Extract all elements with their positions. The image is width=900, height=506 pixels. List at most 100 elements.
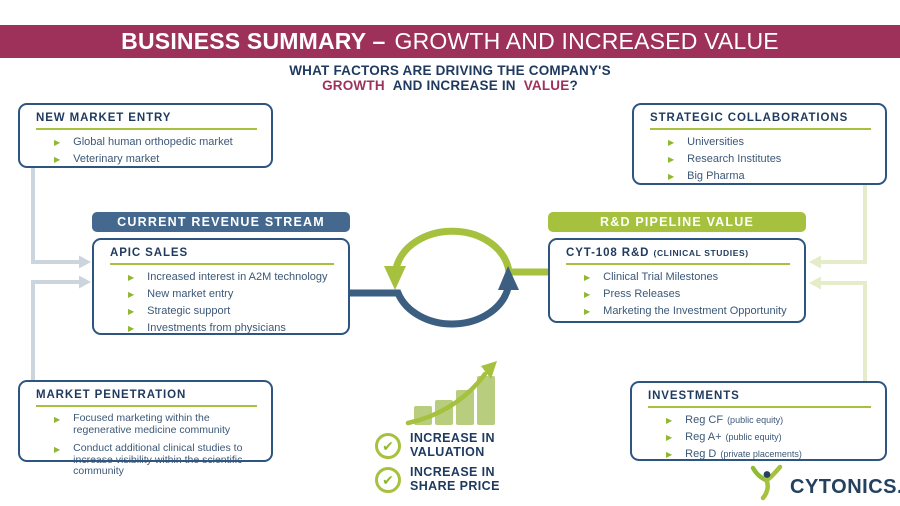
list-item-text: Clinical Trial Milestones <box>603 271 719 283</box>
list-item-text: Investments from physicians <box>147 322 286 334</box>
outcome-text: INCREASE IN SHARE PRICE <box>410 465 500 493</box>
list-item: ▶ Focused marketing within the regenerati… <box>36 412 257 436</box>
list-item: ▶ Strategic support <box>110 305 334 318</box>
list-item-text: Reg CF (public equity) <box>685 414 783 427</box>
banner-title-bold: BUSINESS SUMMARY – <box>121 28 386 54</box>
card-title: MARKET PENETRATION <box>36 389 187 401</box>
bullet-arrow-icon: ▶ <box>584 307 591 316</box>
bullet-list: ▶ Universities ▶ Research Institutes ▶ Big … <box>650 136 871 183</box>
list-item-text: Universities <box>687 136 745 148</box>
bullet-arrow-icon: ▶ <box>128 307 135 316</box>
outcome-line2: VALUATION <box>410 444 485 459</box>
card-strategic-collaborations: STRATEGIC COLLABORATIONS ▶ Universities ▶… <box>632 103 887 185</box>
arrowhead-icon <box>809 276 821 290</box>
investment-name: Reg CF <box>685 414 724 426</box>
divider <box>648 406 871 408</box>
bullet-list: ▶ Reg CF (public equity) ▶ Reg A+ (public eq… <box>648 414 871 461</box>
investment-name: Reg A+ <box>685 431 722 443</box>
arrowhead-icon <box>498 266 519 290</box>
investment-name: Reg D <box>685 448 717 460</box>
cycle-arrow-blue <box>350 266 519 328</box>
investment-note: (private placements) <box>720 449 802 459</box>
bullet-arrow-icon: ▶ <box>668 138 675 147</box>
card-title-main: CYT-108 R&D <box>566 247 650 259</box>
list-item-text: Reg A+ (public equity) <box>685 431 781 444</box>
list-item: ▶ Reg D (private placements) <box>648 448 871 461</box>
question-value: VALUE <box>523 77 570 93</box>
divider <box>566 263 790 265</box>
card-title-note: (CLINICAL STUDIES) <box>653 248 749 258</box>
question-growth: GROWTH <box>322 77 385 93</box>
bullet-arrow-icon: ▶ <box>668 172 675 181</box>
card-market-penetration: MARKET PENETRATION ▶ Focused marketing wi… <box>18 380 273 477</box>
card-title: STRATEGIC COLLABORATIONS <box>650 112 849 124</box>
bullet-arrow-icon: ▶ <box>668 155 675 164</box>
investment-note: (public equity) <box>727 415 784 425</box>
check-circle-icon: ✔ <box>375 432 401 459</box>
list-item: ▶ Investments from physicians <box>110 322 334 335</box>
list-item-text: Focused marketing within the regenerativ… <box>73 412 231 436</box>
bullet-arrow-icon: ▶ <box>666 416 673 425</box>
list-item-text: Reg D (private placements) <box>685 448 802 461</box>
check-circle-icon: ✔ <box>375 466 401 493</box>
bullet-arrow-icon: ▶ <box>128 324 135 333</box>
question-qmark: ? <box>569 77 578 93</box>
card-apic-sales: APIC SALES ▶ Increased interest in A2M te… <box>92 238 350 335</box>
outcome-line2: SHARE PRICE <box>410 478 500 493</box>
card-title: CYT-108 R&D (CLINICAL STUDIES) <box>566 247 790 259</box>
divider <box>650 128 871 130</box>
divider <box>36 128 257 130</box>
list-item: ▶ Big Pharma <box>650 170 871 183</box>
list-item: ▶ Reg A+ (public equity) <box>648 431 871 444</box>
driving-question: WHAT FACTORS ARE DRIVING THE COMPANY'S G… <box>0 63 900 94</box>
list-item-text: Press Releases <box>603 288 681 300</box>
arrowhead-icon <box>79 275 91 289</box>
list-item: ▶ New market entry <box>110 288 334 301</box>
list-item-text: Increased interest in A2M technology <box>147 271 328 283</box>
arrowhead-icon <box>809 255 821 269</box>
card-new-market-entry: NEW MARKET ENTRY ▶ Global human orthopedi… <box>18 103 273 168</box>
list-item: ▶ Clinical Trial Milestones <box>566 271 790 284</box>
growth-bar-chart-icon <box>405 361 497 426</box>
connector-new-market-to-apic <box>31 166 91 269</box>
bullet-arrow-icon: ▶ <box>54 138 61 147</box>
arrowhead-icon <box>481 361 497 379</box>
bullet-arrow-icon: ▶ <box>128 290 135 299</box>
cytonics-logo-icon <box>750 464 783 501</box>
outcome-increase-share-price: ✔ INCREASE IN SHARE PRICE <box>375 465 500 493</box>
connector-market-penetration-to-apic <box>31 275 91 380</box>
card-investments: INVESTMENTS ▶ Reg CF (public equity) ▶ Reg … <box>630 381 887 461</box>
list-item: ▶ Veterinary market <box>36 153 257 166</box>
question-line2: GROWTH AND INCREASE IN VALUE? <box>0 77 900 94</box>
pill-current-revenue-stream: CURRENT REVENUE STREAM <box>92 212 350 232</box>
list-item-text: Marketing the Investment Opportunity <box>603 305 787 317</box>
list-item-text: Big Pharma <box>687 170 745 182</box>
question-line1: WHAT FACTORS ARE DRIVING THE COMPANY'S <box>289 63 611 78</box>
list-item-text: Strategic support <box>147 305 231 317</box>
bullet-arrow-icon: ▶ <box>54 445 61 454</box>
list-item: ▶ Reg CF (public equity) <box>648 414 871 427</box>
list-item: ▶ Marketing the Investment Opportunity <box>566 305 790 318</box>
list-item: ▶ Press Releases <box>566 288 790 301</box>
connector-collaborations-to-cyt108 <box>809 184 867 269</box>
bullet-arrow-icon: ▶ <box>54 415 61 424</box>
list-item: ▶ Increased interest in A2M technology <box>110 271 334 284</box>
list-item: ▶ Global human orthopedic market <box>36 136 257 149</box>
arrowhead-icon <box>384 266 406 290</box>
list-item: ▶ Conduct additional clinical studies to … <box>36 442 257 478</box>
bullet-list: ▶ Increased interest in A2M technology ▶ N… <box>110 271 334 335</box>
question-mid: AND INCREASE IN <box>392 77 516 93</box>
outcome-text: INCREASE IN VALUATION <box>410 431 495 459</box>
list-item: ▶ Universities <box>650 136 871 149</box>
list-item-text: Veterinary market <box>73 153 160 165</box>
investment-note: (public equity) <box>725 432 782 442</box>
bullet-arrow-icon: ▶ <box>54 155 61 164</box>
bullet-arrow-icon: ▶ <box>128 273 135 282</box>
pill-rd-pipeline-value: R&D PIPELINE VALUE <box>548 212 806 232</box>
card-title: INVESTMENTS <box>648 390 740 402</box>
cytonics-logo: CYTONICS. <box>746 464 900 502</box>
bullet-arrow-icon: ▶ <box>666 450 673 459</box>
outcome-increase-valuation: ✔ INCREASE IN VALUATION <box>375 431 495 459</box>
